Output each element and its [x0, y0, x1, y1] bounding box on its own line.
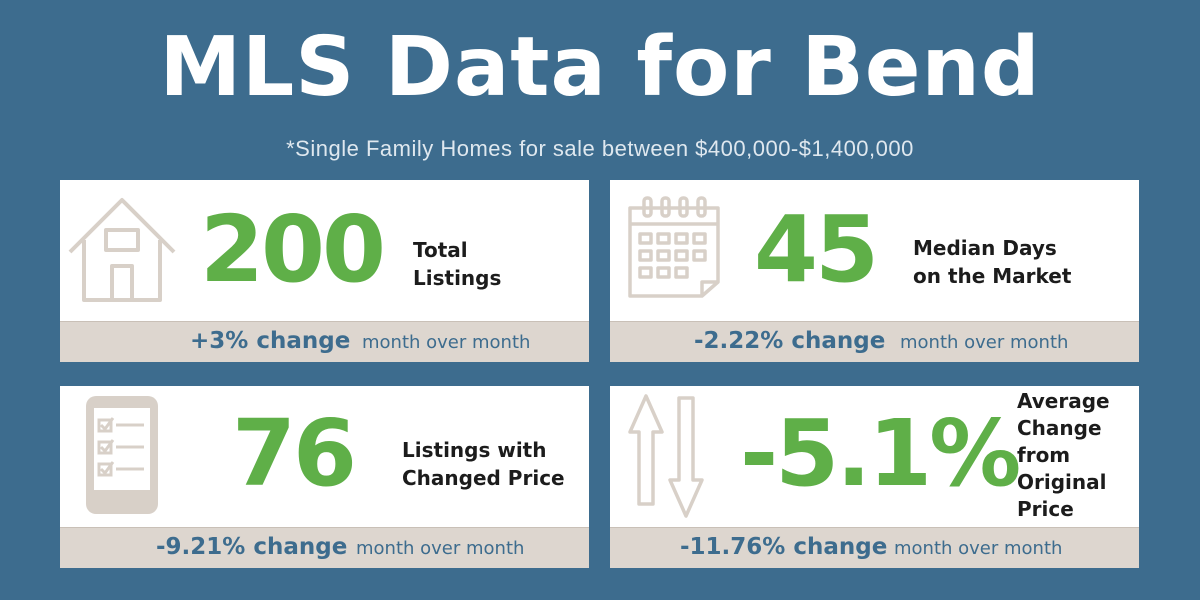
change-value: -2.22% change	[694, 328, 886, 354]
card-body: -5.1% Average Change from Original Price	[610, 386, 1139, 527]
change-period: month over month	[894, 538, 1063, 559]
change-period: month over month	[356, 538, 525, 559]
changed-price-value: 76	[232, 400, 357, 507]
total-listings-card: 200 Total Listings +3% change month over…	[60, 180, 589, 362]
total-listings-value: 200	[200, 196, 386, 303]
calendar-icon	[628, 196, 720, 298]
card-footer: +3% change month over month	[60, 321, 589, 362]
house-icon	[68, 198, 176, 302]
page-subtitle: *Single Family Homes for sale between $4…	[286, 136, 914, 161]
changed-price-label: Listings with Changed Price	[402, 438, 565, 490]
change-value: -9.21% change	[156, 534, 348, 560]
avg-change-label: Average Change from Original Price	[1017, 389, 1110, 521]
total-listings-label: Total Listings	[413, 238, 502, 290]
card-body: 200 Total Listings	[60, 180, 589, 321]
change-value: +3% change	[190, 328, 351, 354]
card-footer: -2.22% change month over month	[610, 321, 1139, 362]
card-footer: -9.21% change month over month	[60, 527, 589, 568]
change-period: month over month	[900, 332, 1069, 353]
page-title: MLS Data for Bend	[159, 20, 1041, 115]
change-value: -11.76% change	[680, 534, 888, 560]
card-footer: -11.76% change month over month	[610, 527, 1139, 568]
median-days-value: 45	[754, 196, 879, 303]
phone-checklist-icon	[86, 396, 158, 514]
median-days-label: Median Days on the Market	[913, 236, 1072, 288]
avg-change-card: -5.1% Average Change from Original Price…	[610, 386, 1139, 568]
change-period: month over month	[362, 332, 531, 353]
changed-price-card: 76 Listings with Changed Price -9.21% ch…	[60, 386, 589, 568]
card-body: 76 Listings with Changed Price	[60, 386, 589, 527]
avg-change-value: -5.1%	[740, 400, 1021, 507]
up-down-arrows-icon	[628, 394, 704, 518]
card-body: 45 Median Days on the Market	[610, 180, 1139, 321]
median-days-card: 45 Median Days on the Market -2.22% chan…	[610, 180, 1139, 362]
